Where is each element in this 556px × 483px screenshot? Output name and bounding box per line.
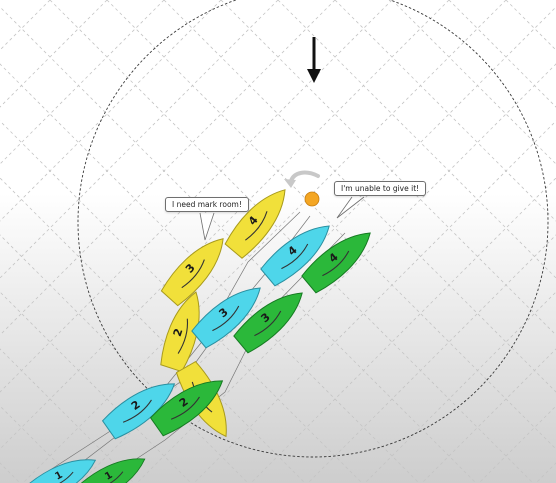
blue-boat-label-1: 1 [53,470,64,483]
boats: 432143214321 [26,189,371,483]
green-boat-position-4: 4 [301,232,371,294]
bubble-tail-left [199,212,215,241]
blue-boat-position-3: 3 [191,287,261,349]
speech-bubble-unable: I'm unable to give it! [334,181,427,196]
bubble-tail-right [336,196,365,219]
three-length-zone [77,0,549,458]
green-boat-position-3: 3 [233,292,303,354]
rounding-direction-arrow [289,170,320,183]
orange-mark [304,191,320,207]
yellow-boat-position-4: 4 [224,189,286,259]
blue-boat-position-4: 4 [260,225,330,287]
speech-bubble-mark-room: I need mark room! [165,197,249,212]
rounding-arrowhead [284,179,296,188]
arrow-down-icon [307,37,321,83]
green-boat-label-1: 1 [103,470,115,483]
blue-boat-position-2: 2 [101,383,176,440]
yellow-boat-position-3: 3 [160,238,224,307]
yellow-boat-label-2: 2 [171,327,186,338]
yellow-boat-position-2: 2 [160,291,200,373]
green-boat-position-2: 2 [149,380,224,437]
